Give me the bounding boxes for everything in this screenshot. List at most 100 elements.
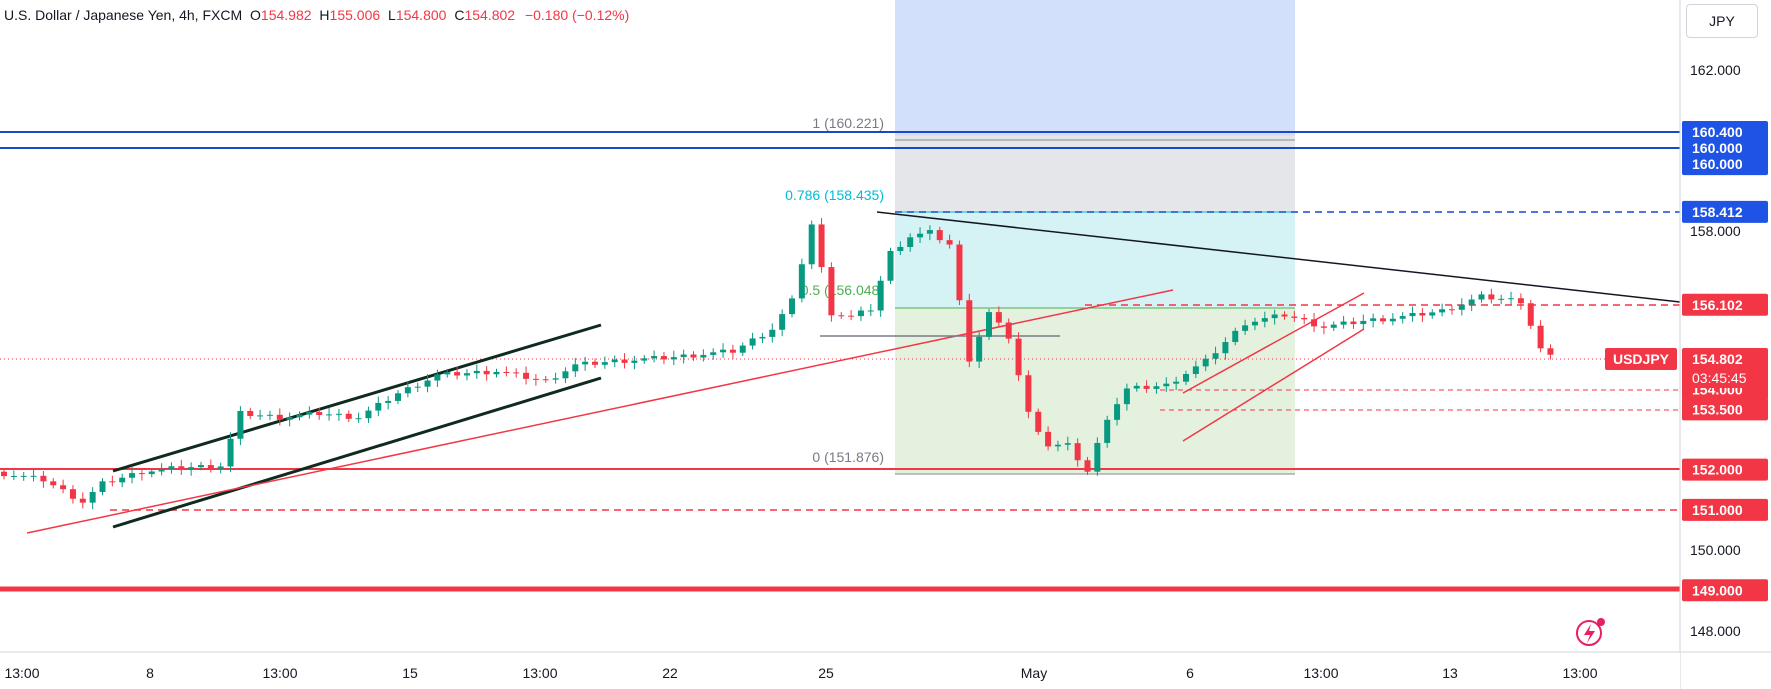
candle-body (1035, 411, 1042, 432)
candle (1498, 294, 1505, 305)
candle-body (680, 354, 687, 358)
candle (1202, 354, 1209, 372)
candle-body (138, 473, 145, 475)
candle-body (385, 400, 392, 403)
price-tag-8 (1682, 498, 1768, 521)
price-tag-label-8: 151.000 (1692, 502, 1743, 518)
x-tick-5: 22 (662, 665, 678, 681)
candle (1163, 377, 1170, 392)
candle (729, 344, 736, 360)
candle (1261, 311, 1268, 328)
candle (572, 357, 579, 377)
candle-body (129, 473, 136, 478)
candle-body (227, 438, 234, 467)
low-value: 154.800 (395, 7, 447, 23)
candle-body (1192, 366, 1199, 375)
candle (582, 356, 589, 371)
candle (1547, 344, 1554, 360)
x-tick-2: 13:00 (262, 665, 297, 681)
candle (129, 466, 136, 484)
support-trendline[interactable] (26, 289, 1174, 534)
candle-body (395, 393, 401, 401)
candle (789, 295, 795, 318)
candle-body (660, 356, 667, 360)
candle-body (60, 485, 67, 490)
candle (1212, 346, 1219, 365)
price-tag-7 (1682, 458, 1768, 481)
fib-label-0786: 0.786 (158.435) (785, 187, 884, 203)
candle-body (1064, 443, 1071, 445)
candle (1350, 317, 1357, 329)
candle (1330, 321, 1337, 331)
candle (178, 459, 185, 475)
channel-upper-line[interactable] (112, 323, 602, 473)
candle (503, 366, 510, 377)
rising-channel-upper[interactable] (1182, 292, 1365, 394)
currency-selector[interactable]: JPY (1686, 4, 1758, 38)
candle (1320, 321, 1327, 335)
candle (227, 432, 234, 473)
candle (444, 368, 451, 378)
candle-body (739, 345, 746, 353)
candle (798, 258, 805, 303)
x-tick-3: 15 (402, 665, 418, 681)
candle-body (720, 349, 727, 353)
candle-body (1527, 303, 1534, 326)
candle (1242, 319, 1249, 335)
price-tag-label-6: 153.500 (1692, 401, 1743, 417)
candle-body (276, 414, 283, 420)
candle (562, 367, 569, 384)
candle (523, 366, 530, 385)
candle (710, 348, 717, 360)
lightning-icon[interactable] (1576, 618, 1605, 646)
fib-label-05: 0.5 (156.048) (801, 282, 884, 298)
candle-body (779, 314, 786, 330)
candle (877, 275, 884, 317)
candle (1, 468, 7, 480)
candle (1429, 309, 1436, 319)
candle (936, 226, 943, 244)
candle-body (523, 372, 530, 379)
candle (60, 479, 67, 494)
candle-body (1547, 348, 1554, 355)
high-value: 155.006 (329, 7, 381, 23)
candle-body (1380, 318, 1386, 322)
candle (601, 356, 608, 369)
candle-body (1251, 321, 1258, 326)
candle-body (572, 364, 579, 372)
y-tick-158: 158.000 (1690, 223, 1741, 239)
candle (306, 406, 313, 419)
candle-body (404, 387, 411, 394)
price-tag-2 (1682, 153, 1768, 176)
candle (326, 407, 333, 421)
candle (1478, 291, 1485, 303)
candle (1468, 294, 1475, 312)
candle-body (1350, 321, 1357, 325)
candle (542, 376, 549, 383)
open-value: 154.982 (260, 7, 312, 23)
candle-body (729, 349, 736, 353)
candle-body (976, 336, 983, 362)
candle (1251, 317, 1258, 331)
candle-body (601, 362, 608, 365)
candle (1123, 383, 1130, 411)
candle (976, 331, 983, 368)
candle-body (266, 414, 273, 416)
candle (848, 310, 855, 321)
candle (1192, 360, 1199, 379)
candle-body (1015, 338, 1022, 376)
candle-body (365, 410, 372, 419)
time-axis-background (0, 652, 1680, 689)
candle-body (375, 402, 382, 411)
candle-body (463, 373, 470, 376)
rising-channel-lower[interactable] (1182, 328, 1365, 442)
channel-lower-line[interactable] (112, 376, 602, 529)
x-ticks-layer: 13:00 8 13:00 15 13:00 22 25 May 6 13:00 13 13:00 (4, 665, 1597, 681)
candle (1045, 426, 1052, 451)
candle (1311, 312, 1318, 332)
symbol-tag[interactable] (1605, 348, 1677, 370)
descending-trendline[interactable] (876, 211, 1681, 303)
candle-body (434, 374, 441, 381)
candle (1409, 306, 1416, 322)
